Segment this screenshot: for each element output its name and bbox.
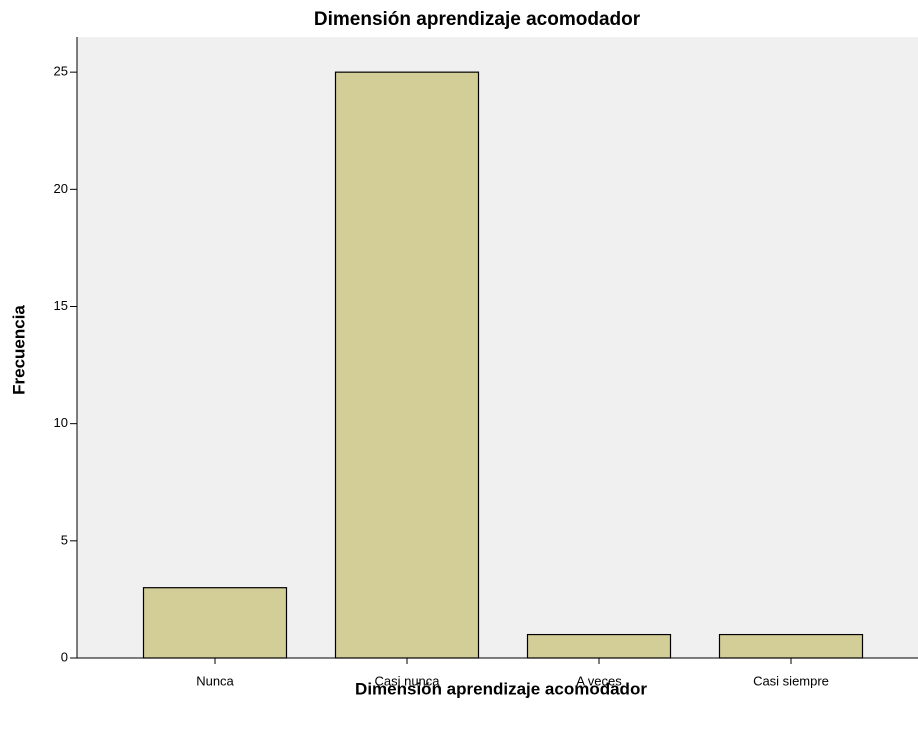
bar bbox=[142, 587, 288, 659]
x-tick-label: Casi siempre bbox=[753, 673, 829, 688]
chart-title: Dimensión aprendizaje acomodador bbox=[314, 9, 641, 30]
y-axis-label: Frecuencia bbox=[9, 305, 28, 395]
y-tick-label: 15 bbox=[54, 298, 68, 313]
x-tick-label: Nunca bbox=[196, 673, 234, 688]
bar bbox=[334, 71, 480, 659]
x-tick-label: A veces bbox=[576, 673, 622, 688]
x-tick-label: Casi nunca bbox=[374, 673, 440, 688]
y-tick-label: 0 bbox=[61, 649, 68, 664]
y-tick-label: 20 bbox=[54, 181, 68, 196]
plot-area bbox=[77, 37, 918, 658]
bar bbox=[718, 633, 864, 659]
bar bbox=[526, 633, 672, 659]
y-tick-label: 10 bbox=[54, 415, 68, 430]
y-tick-label: 5 bbox=[61, 532, 68, 547]
x-axis-label: Dimensión aprendizaje acomodador bbox=[355, 679, 647, 698]
y-tick-label: 25 bbox=[54, 64, 68, 79]
